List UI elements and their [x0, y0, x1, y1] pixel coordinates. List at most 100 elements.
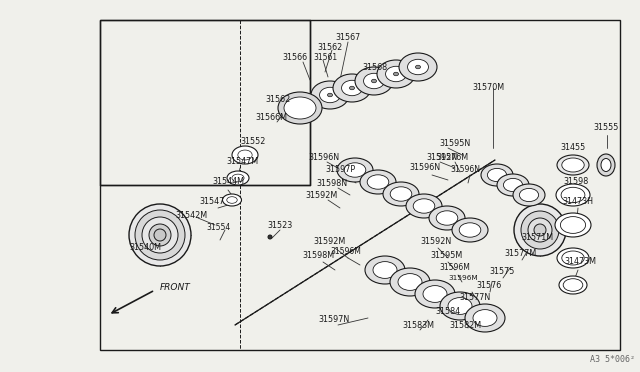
Text: 31598N: 31598N [316, 179, 348, 187]
Text: 31570M: 31570M [472, 83, 504, 93]
Text: 31562: 31562 [266, 96, 291, 105]
Ellipse shape [371, 79, 376, 83]
Ellipse shape [559, 276, 587, 294]
Text: 31592N: 31592N [426, 153, 458, 161]
Text: 31561: 31561 [313, 52, 337, 61]
Text: 31547M: 31547M [226, 157, 258, 167]
Ellipse shape [149, 224, 171, 246]
Bar [100, 20, 310, 185]
Text: 31540M: 31540M [129, 244, 161, 253]
Ellipse shape [415, 280, 455, 308]
Ellipse shape [232, 146, 258, 164]
Text: 31583M: 31583M [402, 321, 434, 330]
Ellipse shape [562, 251, 584, 265]
Ellipse shape [513, 184, 545, 206]
Text: 31575: 31575 [490, 267, 515, 276]
Text: 31455: 31455 [561, 144, 586, 153]
Text: 31568: 31568 [362, 64, 388, 73]
Text: 31473H: 31473H [563, 198, 593, 206]
Ellipse shape [436, 211, 458, 225]
Ellipse shape [556, 184, 590, 206]
Text: 31576M: 31576M [436, 153, 468, 161]
Text: 31566M: 31566M [255, 113, 287, 122]
Ellipse shape [337, 158, 373, 182]
Text: 31577N: 31577N [460, 292, 491, 301]
Ellipse shape [398, 273, 422, 291]
Ellipse shape [365, 256, 405, 284]
Ellipse shape [413, 199, 435, 213]
Text: 31555: 31555 [593, 124, 619, 132]
Text: 31592M: 31592M [314, 237, 346, 247]
Text: 31542M: 31542M [175, 211, 207, 219]
Ellipse shape [394, 72, 399, 76]
Text: 31562: 31562 [317, 44, 342, 52]
Text: 31592N: 31592N [420, 237, 452, 247]
Text: FRONT: FRONT [160, 282, 191, 292]
Ellipse shape [597, 154, 615, 176]
Ellipse shape [488, 169, 507, 182]
Ellipse shape [448, 298, 472, 314]
Ellipse shape [355, 67, 393, 95]
Ellipse shape [504, 179, 523, 192]
Text: 31597N: 31597N [318, 315, 349, 324]
Ellipse shape [383, 182, 419, 206]
Ellipse shape [142, 217, 178, 253]
Text: 31567: 31567 [335, 33, 360, 42]
Ellipse shape [390, 187, 412, 201]
Ellipse shape [223, 194, 241, 206]
Ellipse shape [377, 60, 415, 88]
Ellipse shape [311, 81, 349, 109]
Ellipse shape [561, 187, 585, 203]
Bar [100, 20, 620, 350]
Ellipse shape [563, 279, 583, 291]
Text: 31544M: 31544M [212, 177, 244, 186]
Ellipse shape [562, 158, 584, 172]
Ellipse shape [406, 194, 442, 218]
Text: 31596M: 31596M [448, 275, 478, 281]
Text: 31576: 31576 [476, 282, 502, 291]
Ellipse shape [284, 97, 316, 119]
Ellipse shape [342, 80, 362, 96]
Ellipse shape [227, 171, 249, 185]
Text: 31598M: 31598M [302, 251, 334, 260]
Text: 31473M: 31473M [564, 257, 596, 266]
Ellipse shape [423, 286, 447, 302]
Text: 31596N: 31596N [308, 153, 340, 161]
Text: 31595N: 31595N [440, 138, 470, 148]
Text: 31523: 31523 [268, 221, 292, 230]
Ellipse shape [364, 73, 385, 89]
Ellipse shape [129, 204, 191, 266]
Ellipse shape [268, 235, 272, 239]
Text: 31597P: 31597P [325, 166, 355, 174]
Ellipse shape [328, 93, 333, 97]
Text: 31596N: 31596N [410, 164, 440, 173]
Ellipse shape [460, 223, 481, 237]
Text: 31584: 31584 [435, 307, 461, 315]
Ellipse shape [154, 229, 166, 241]
Ellipse shape [367, 175, 389, 189]
Text: 31598: 31598 [563, 177, 589, 186]
Text: 31595M: 31595M [431, 251, 463, 260]
Text: 31596M: 31596M [331, 247, 362, 257]
Ellipse shape [278, 92, 322, 124]
Ellipse shape [385, 66, 406, 82]
Ellipse shape [452, 218, 488, 242]
Text: 31552: 31552 [240, 138, 266, 147]
Ellipse shape [528, 218, 552, 242]
Ellipse shape [390, 268, 430, 296]
Ellipse shape [555, 213, 591, 237]
Ellipse shape [465, 304, 505, 332]
Ellipse shape [561, 217, 586, 233]
Ellipse shape [514, 204, 566, 256]
Text: 31596M: 31596M [440, 263, 470, 273]
Text: 31582M: 31582M [449, 321, 481, 330]
Text: 31547: 31547 [200, 198, 225, 206]
Ellipse shape [534, 224, 546, 236]
Ellipse shape [557, 248, 589, 268]
Ellipse shape [415, 65, 420, 69]
Ellipse shape [557, 155, 589, 175]
Ellipse shape [429, 206, 465, 230]
Text: 31592M: 31592M [306, 192, 338, 201]
Text: 31571M: 31571M [521, 232, 553, 241]
Ellipse shape [319, 87, 340, 103]
